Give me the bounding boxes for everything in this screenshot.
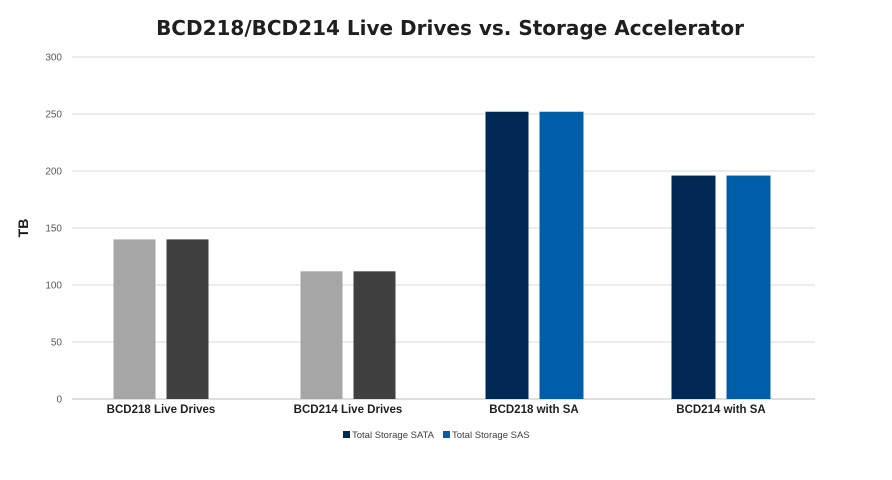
bar-sata [113,239,156,399]
bar-sata [300,271,343,399]
legend-label: Total Storage SATA [352,430,435,441]
bar-sata [671,175,716,399]
x-category-label: BCD218 with SA [489,404,578,416]
x-category-label: BCD214 with SA [676,404,765,416]
bars [113,111,771,399]
bar-sas [353,271,396,399]
y-tick-label: 0 [56,395,62,406]
y-tick-label: 300 [45,53,62,64]
y-axis-label: TB [15,219,31,238]
legend: Total Storage SATA Total Storage SAS [343,430,530,441]
y-tick-label: 250 [45,110,62,121]
legend-swatch [343,431,350,438]
legend-label: Total Storage SAS [452,430,530,441]
bar-sata [485,111,529,399]
y-tick-label: 200 [45,167,62,178]
bar-sas [726,175,771,399]
y-tick-label: 100 [45,281,62,292]
y-tick-label: 50 [51,338,63,349]
legend-swatch [443,431,450,438]
x-category-label: BCD218 Live Drives [107,404,216,416]
bar-sas [166,239,209,399]
x-axis-labels: BCD218 Live Drives BCD214 Live Drives BCD2… [107,404,766,416]
y-axis-ticks: 0 50 100 150 200 250 300 [45,53,62,406]
chart-title: BCD218/BCD214 Live Drives vs. Storage Ac… [156,16,744,40]
x-category-label: BCD214 Live Drives [294,404,403,416]
bar-sas [539,111,584,399]
y-tick-label: 150 [45,224,62,235]
